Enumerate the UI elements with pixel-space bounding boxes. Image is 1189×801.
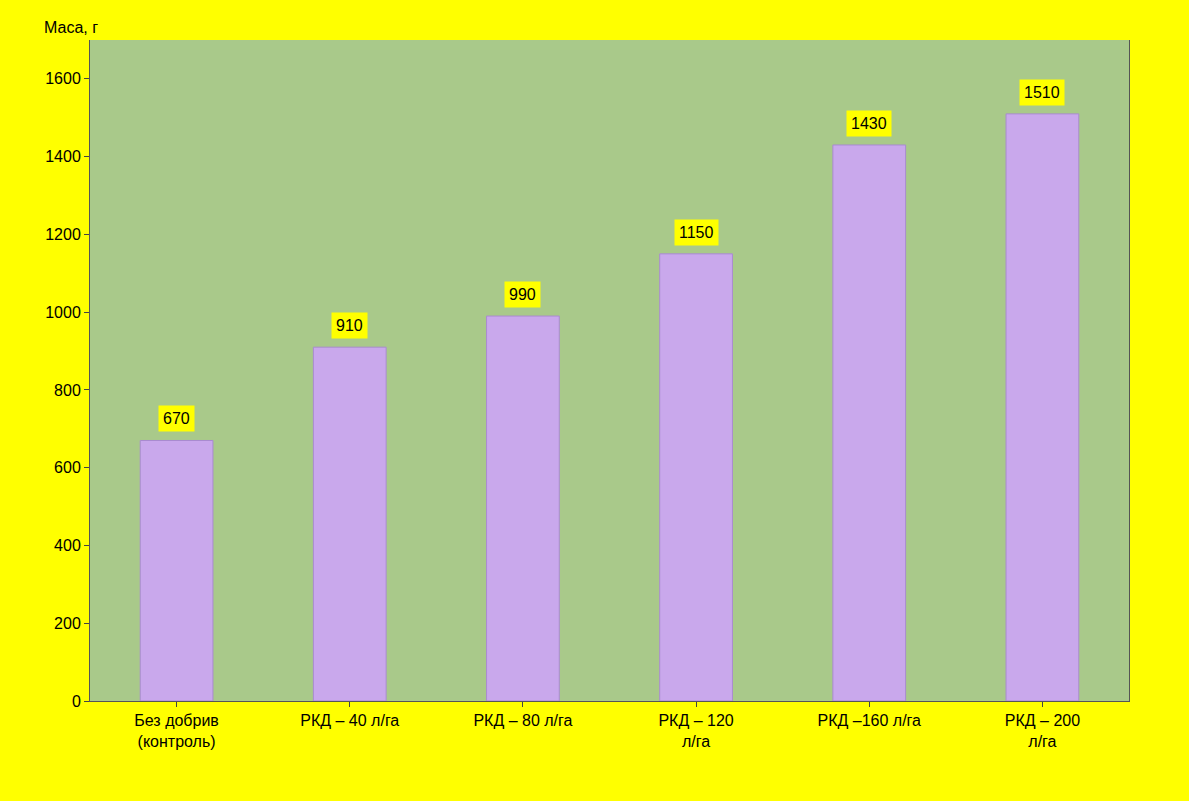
svg-text:600: 600 (54, 459, 81, 476)
svg-text:200: 200 (54, 615, 81, 632)
svg-text:990: 990 (509, 286, 536, 303)
svg-text:800: 800 (54, 382, 81, 399)
svg-text:РКД – 40 л/га: РКД – 40 л/га (300, 712, 399, 729)
svg-text:1510: 1510 (1024, 84, 1060, 101)
svg-text:1400: 1400 (45, 148, 81, 165)
svg-text:РКД – 80 л/га: РКД – 80 л/га (473, 712, 572, 729)
svg-text:910: 910 (336, 317, 363, 334)
svg-text:РКД – 200л/га: РКД – 200л/га (1005, 712, 1080, 750)
svg-text:1600: 1600 (45, 70, 81, 87)
svg-text:0: 0 (72, 693, 81, 710)
svg-text:1200: 1200 (45, 226, 81, 243)
svg-text:1430: 1430 (851, 115, 887, 132)
svg-text:670: 670 (163, 410, 190, 427)
svg-text:400: 400 (54, 537, 81, 554)
svg-text:1150: 1150 (679, 224, 714, 241)
svg-text:1000: 1000 (45, 304, 81, 321)
svg-text:Без добрив(контроль): Без добрив(контроль) (134, 712, 219, 750)
svg-text:РКД – 120л/га: РКД – 120л/га (658, 712, 733, 750)
svg-text:РКД –160 л/га: РКД –160 л/га (818, 712, 922, 729)
svg-text:Маса, г: Маса, г (44, 19, 98, 36)
